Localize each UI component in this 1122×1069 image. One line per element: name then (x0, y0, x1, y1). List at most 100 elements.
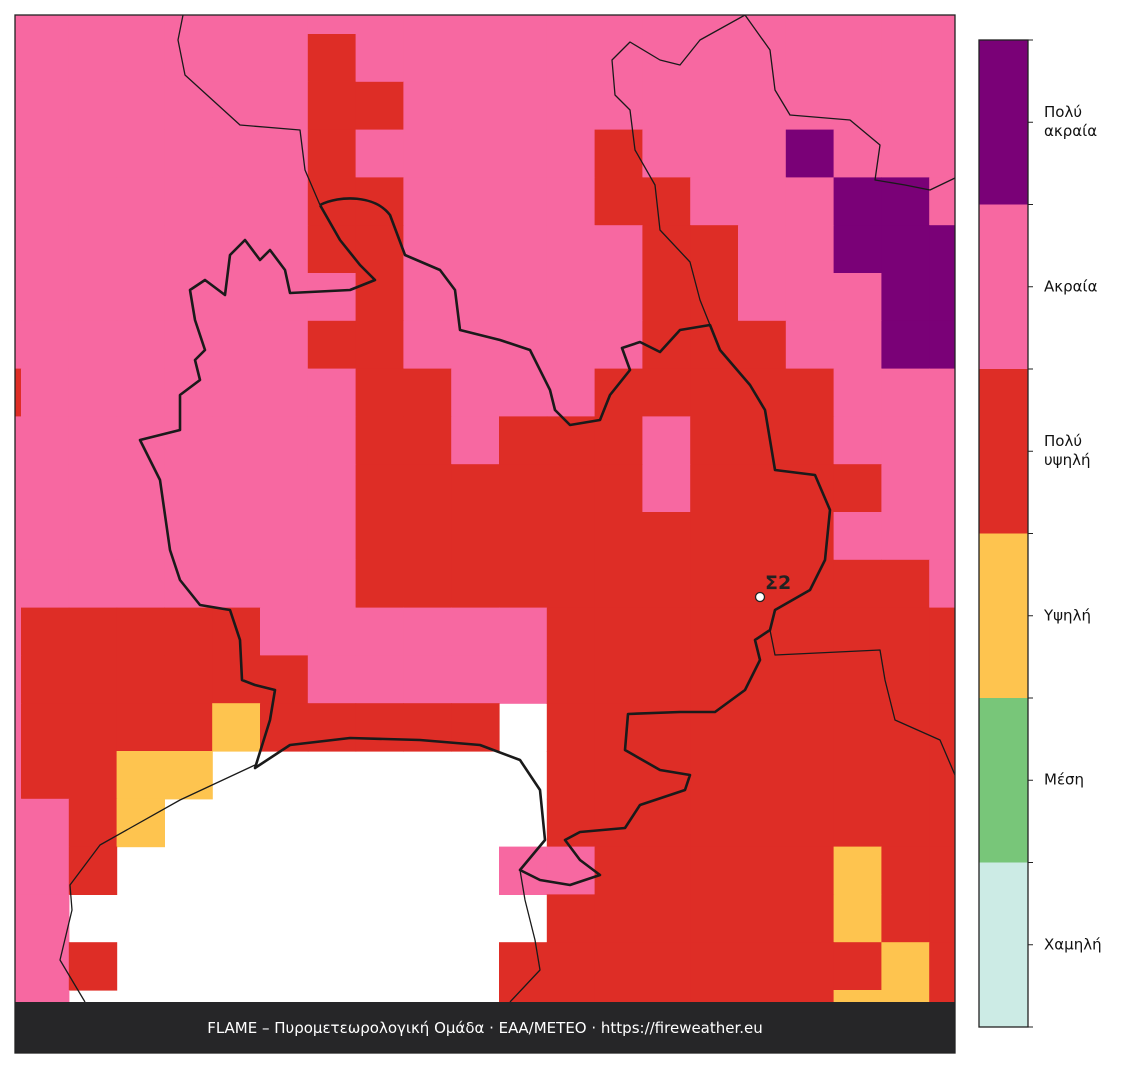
borders (59, 15, 955, 1002)
cell (355, 607, 404, 656)
cell (594, 846, 643, 895)
cell (738, 607, 787, 656)
cell (15, 559, 22, 609)
cell (212, 655, 261, 704)
map-frame (14, 14, 956, 1054)
cell (594, 798, 643, 848)
cell (929, 607, 955, 656)
border (509, 869, 541, 1002)
cell (355, 703, 404, 752)
cell (833, 129, 882, 178)
cell (546, 655, 596, 704)
cell (451, 273, 500, 322)
cell (15, 894, 22, 943)
cell (929, 177, 955, 226)
cell (594, 607, 643, 656)
cell (164, 607, 213, 656)
colorbar-segment (979, 533, 1028, 699)
cell (642, 655, 691, 704)
cell (594, 655, 643, 704)
cell (260, 320, 309, 370)
cell (929, 320, 955, 370)
cell (738, 34, 787, 83)
cell (164, 368, 213, 417)
cell (68, 129, 118, 178)
station-label: Σ2 (765, 572, 791, 594)
cell (21, 15, 70, 35)
cell (833, 320, 882, 370)
cell (642, 798, 691, 848)
cell (260, 607, 309, 656)
cell (690, 273, 739, 322)
cell (785, 990, 835, 1002)
cell (785, 368, 835, 417)
cell (785, 320, 835, 370)
cell (929, 15, 955, 35)
cell (546, 894, 596, 943)
cell (738, 655, 787, 704)
cell (68, 320, 118, 370)
cell (881, 81, 930, 131)
cell (594, 273, 643, 322)
cell (15, 320, 22, 370)
cell (164, 225, 213, 274)
cell (116, 129, 165, 178)
colorbar (978, 39, 1033, 1028)
cell (116, 559, 165, 609)
cell (738, 703, 787, 752)
cell (403, 559, 452, 609)
cell (929, 751, 955, 800)
cell (499, 655, 548, 704)
cell (929, 81, 955, 131)
colorbar-segment (979, 204, 1028, 370)
cell (116, 512, 165, 561)
colorbar-segment (979, 862, 1028, 1028)
cell (833, 225, 882, 274)
cell (212, 177, 261, 226)
cell (546, 942, 596, 991)
cell (164, 464, 213, 513)
cell (355, 368, 404, 417)
cell (499, 15, 548, 35)
cell (594, 990, 643, 1002)
cell (355, 512, 404, 561)
footer-bar (15, 1002, 955, 1053)
cell (546, 129, 596, 178)
cell (21, 894, 70, 943)
cell (260, 81, 309, 131)
cell (260, 177, 309, 226)
cell (738, 81, 787, 131)
cell (881, 751, 930, 800)
cell (833, 990, 882, 1002)
cell (451, 464, 500, 513)
cell (307, 129, 357, 178)
cell (15, 464, 22, 513)
cell (15, 177, 22, 226)
cell (68, 559, 118, 609)
cell (212, 416, 261, 465)
cell (116, 368, 165, 417)
cell (499, 81, 548, 131)
cell (15, 81, 22, 131)
cell (15, 34, 22, 83)
cell (116, 655, 165, 704)
cell (738, 416, 787, 465)
cell (68, 15, 118, 35)
cell (451, 512, 500, 561)
cell (929, 655, 955, 704)
cell (594, 320, 643, 370)
cell (15, 416, 22, 465)
cell (642, 177, 691, 226)
cell (594, 15, 643, 35)
cell (738, 464, 787, 513)
cell (690, 894, 739, 943)
cell (594, 751, 643, 800)
cell (403, 81, 452, 131)
cell (68, 703, 118, 752)
cell (642, 703, 691, 752)
cell (307, 368, 357, 417)
cell (21, 368, 70, 417)
cell (642, 129, 691, 178)
cell (21, 559, 70, 609)
